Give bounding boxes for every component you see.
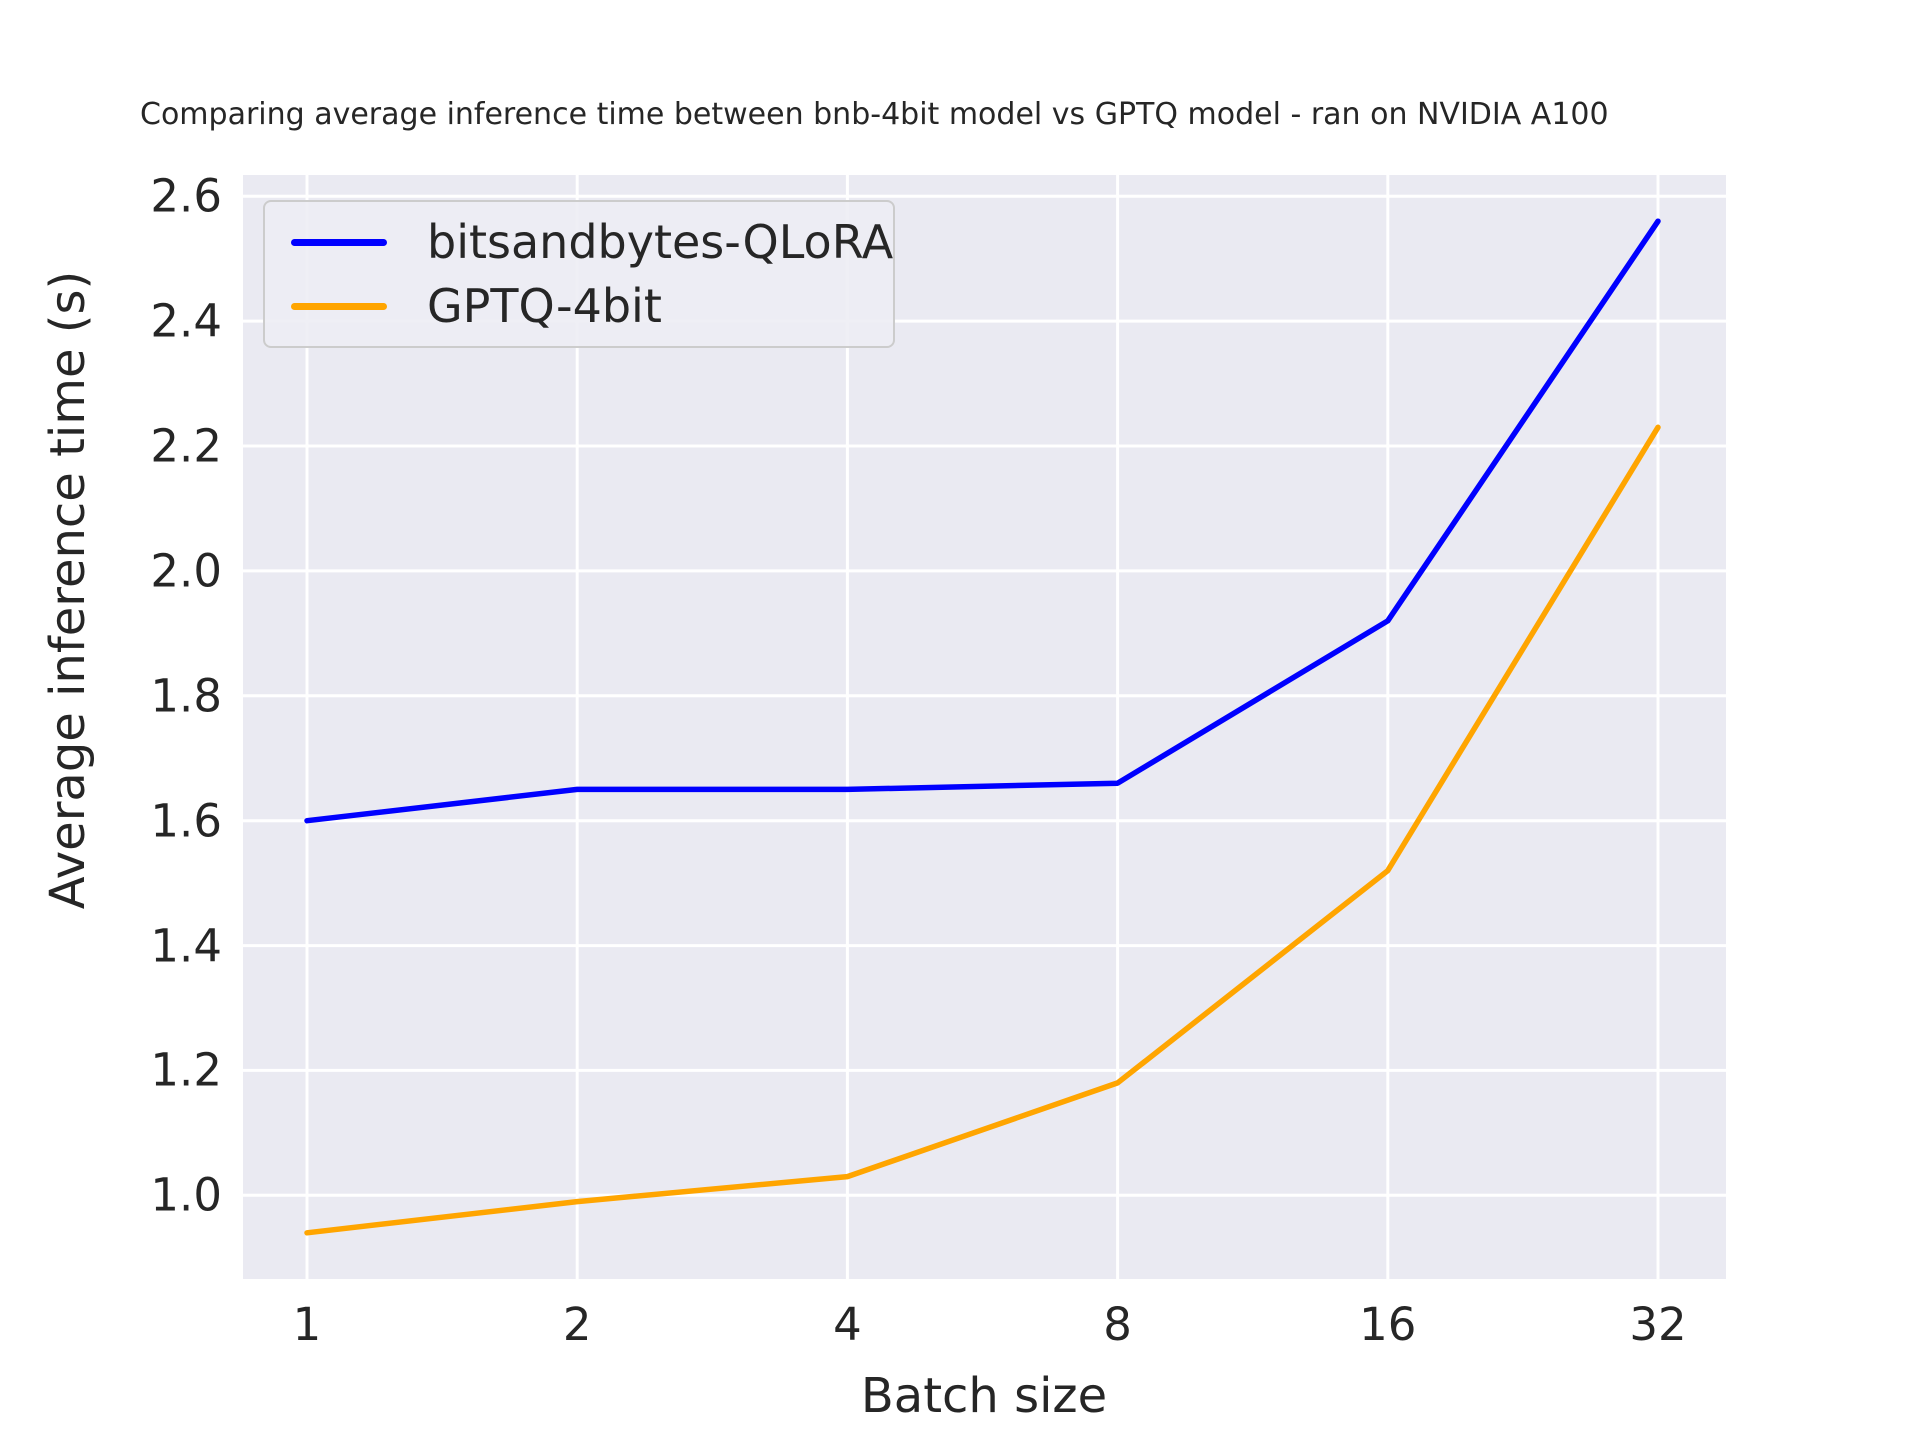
legend-row: bitsandbytes-QLoRA — [265, 219, 893, 265]
legend-label: GPTQ-4bit — [427, 279, 662, 333]
y-tick-label: 2.2 — [150, 419, 222, 473]
legend-line-sample — [291, 238, 387, 246]
legend-line-sample — [291, 302, 387, 310]
series-line-gptq-4bit — [304, 424, 1661, 1236]
chart-canvas — [243, 175, 1726, 1279]
y-tick-label: 1.4 — [150, 919, 222, 973]
y-tick-label: 2.4 — [150, 294, 222, 348]
legend: bitsandbytes-QLoRA GPTQ-4bit — [263, 200, 895, 348]
legend-label: bitsandbytes-QLoRA — [427, 215, 894, 269]
y-tick-label: 2.6 — [150, 169, 222, 223]
x-tick-label: 1 — [292, 1298, 322, 1351]
y-tick-label: 1.0 — [150, 1168, 222, 1222]
legend-row: GPTQ-4bit — [265, 283, 893, 329]
x-tick-label: 8 — [1103, 1298, 1132, 1351]
x-tick-label: 32 — [1629, 1298, 1687, 1351]
chart-title: Comparing average inference time between… — [140, 97, 1609, 132]
x-tick-label: 4 — [833, 1298, 862, 1351]
x-tick-label: 16 — [1359, 1298, 1417, 1351]
y-tick-label: 1.2 — [150, 1043, 222, 1097]
y-tick-label: 2.0 — [150, 544, 222, 598]
y-axis-label: Average inference time (s) — [40, 270, 96, 910]
y-tick-label: 1.6 — [150, 794, 222, 848]
y-tick-label: 1.8 — [150, 669, 222, 723]
plot-area — [243, 175, 1726, 1279]
series-line-bitsandbytes-qlora — [304, 218, 1661, 824]
x-axis-label: Batch size — [860, 1368, 1108, 1424]
x-tick-label: 2 — [562, 1298, 592, 1351]
